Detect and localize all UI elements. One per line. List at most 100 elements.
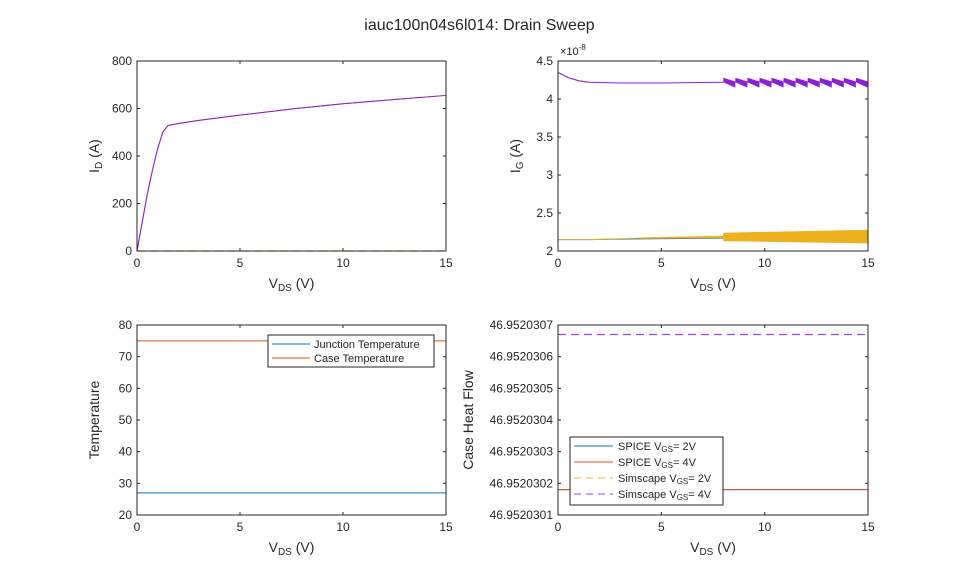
y-tick-label: 46.9520301 [490,508,554,522]
exponent-power: -8 [579,43,587,52]
axes-4: 0 5 10 15 46.9520301 46.9520302 46.9520303 46.9… [460,318,875,558]
y-tick-label: 60 [119,381,133,395]
y-tick-label: 70 [119,350,133,364]
legend-sub: GS [661,445,673,454]
axes-box [557,60,869,252]
x-tick-label: 0 [555,256,562,270]
label-main: V [690,539,700,555]
label-tail: (V) [713,539,736,555]
label-tail: (A) [507,139,523,162]
y-tick-label: 800 [112,54,132,68]
label-sub: DS [278,283,292,294]
y-tick-label: 600 [112,102,132,116]
x-tick-label: 15 [861,520,875,534]
x-tick-label: 10 [758,520,772,534]
y-tick-label: 46.9520307 [490,318,554,332]
legend-post: = 2V [673,441,697,453]
x-axis-label: VDS (V) [269,275,315,294]
legend-box [267,334,435,368]
label-sub: DS [278,547,292,558]
x-tick-label: 10 [336,520,350,534]
y-tick-label: 50 [119,413,133,427]
label-tail: (V) [713,275,736,291]
legend: Junction Temperature Case Temperature [267,334,435,368]
legend-pre: Simscape V [618,489,677,501]
legend-label: Simscape VGS= 4V [618,489,712,502]
x-tick-label: 5 [658,520,665,534]
legend-label: Junction Temperature [314,339,420,351]
y-tick-label: 46.9520304 [490,413,554,427]
axes-1: 0 5 10 15 0 200 400 600 800 VDS (V) ID (A) [86,54,453,294]
y-tick-label: 40 [119,445,133,459]
x-tick-label: 5 [237,256,244,270]
label-main: V [269,275,279,291]
label-main: V [690,275,700,291]
label-main: V [269,539,279,555]
y-tick-label: 200 [112,197,132,211]
label-main: I [507,169,523,173]
series-line [558,235,869,241]
y-tick-label: 2 [546,244,553,258]
x-tick-label: 10 [758,256,772,270]
series-group [557,71,869,244]
y-tick-label: 80 [119,318,133,332]
series-group [136,94,447,252]
label-sub: DS [699,283,713,294]
y-tick-label: 20 [119,508,133,522]
series-line [557,71,724,84]
axes-3: 0 5 10 15 20 30 40 50 60 70 80 VDS (V) Temperature Ju… [86,318,453,558]
figure-title: iauc100n04s6l014: Drain Sweep [364,17,595,34]
legend-box [569,436,724,506]
legend-label: Case Temperature [314,353,404,365]
legend-sub: GS [677,477,689,486]
x-tick-label: 10 [336,256,350,270]
y-tick-label: 2.5 [536,206,553,220]
y-axis-label: Case Heat Flow [460,369,476,469]
legend-post: = 4V [673,457,697,469]
legend-post: = 4V [688,489,712,501]
x-axis-label: VDS (V) [269,539,315,558]
y-exponent-label: ×10-8 [560,43,586,58]
series-line [557,71,590,83]
legend-pre: SPICE V [618,441,662,453]
legend-sub: GS [661,461,673,470]
x-tick-label: 15 [439,256,453,270]
y-tick-label: 46.9520305 [490,381,554,395]
y-tick-label: 3.5 [536,130,553,144]
y-tick-label: 46.9520306 [490,350,554,364]
y-tick-label: 46.9520303 [490,445,554,459]
x-tick-label: 0 [134,520,141,534]
y-tick-label: 30 [119,476,133,490]
y-tick-label: 0 [125,244,132,258]
label-sub: D [94,162,105,169]
legend-label: SPICE VGS= 2V [618,441,697,454]
y-tick-label: 400 [112,149,132,163]
label-sub: G [515,161,526,169]
x-tick-label: 0 [555,520,562,534]
series-line [136,94,447,252]
label-tail: (A) [86,139,102,162]
exponent-base: ×10 [560,46,579,58]
legend-pre: SPICE V [618,457,662,469]
axes-box [136,60,447,252]
y-tick-label: 46.9520302 [490,476,554,490]
x-tick-label: 15 [861,256,875,270]
y-tick-label: 4.5 [536,54,553,68]
label-tail: (V) [292,275,315,291]
legend-label: Simscape VGS= 2V [618,473,712,486]
legend-sub: GS [677,493,689,502]
x-tick-label: 5 [237,520,244,534]
label-main: I [86,169,102,173]
axes-2: 0 5 10 15 2 2.5 3 3.5 4 4.5 ×10-8 VDS (V) IG (A) [507,43,875,294]
x-axis-label: VDS (V) [690,275,736,294]
legend-post: = 2V [688,473,712,485]
y-axis-label: IG (A) [507,139,526,173]
y-tick-label: 3 [546,168,553,182]
y-axis-label: ID (A) [86,139,105,173]
y-axis-label: Temperature [86,380,102,459]
x-tick-label: 15 [439,520,453,534]
x-tick-label: 5 [658,256,665,270]
